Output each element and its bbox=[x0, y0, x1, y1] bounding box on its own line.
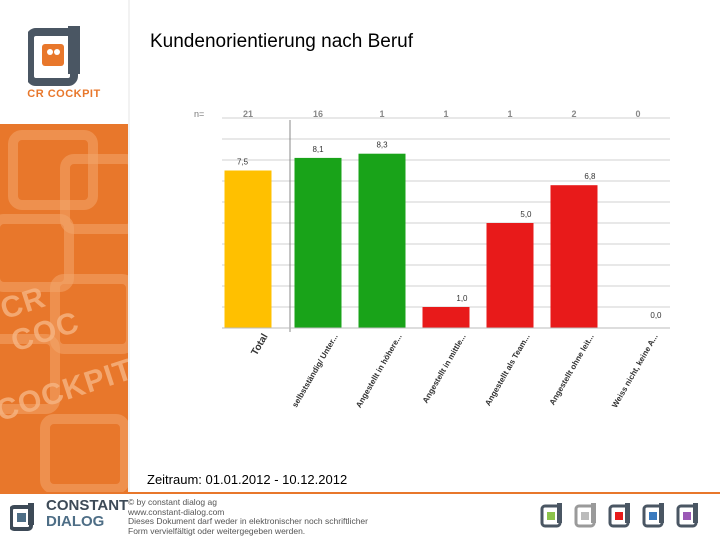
category-label: Total bbox=[249, 332, 270, 358]
footer-line: Form vervielfältigt oder weitergegeben w… bbox=[128, 525, 306, 536]
category-label: Weiss nicht, keine A... bbox=[610, 333, 660, 410]
period-label: Zeitraum: 01.01.2012 - 10.12.2012 bbox=[147, 472, 348, 487]
data-label: 8,3 bbox=[376, 141, 388, 150]
sidebar-divider bbox=[128, 0, 130, 492]
n-value: 1 bbox=[379, 109, 384, 119]
n-value: 1 bbox=[443, 109, 448, 119]
cr-cockpit-logo bbox=[28, 26, 80, 86]
footer-copyright: © by constant dialog ag www.constant-dia… bbox=[128, 497, 368, 536]
footer-product-icons bbox=[540, 502, 704, 530]
bar bbox=[224, 170, 272, 328]
footer: CONSTANT DIALOG © by constant dialog ag … bbox=[0, 492, 720, 542]
n-label: n= bbox=[194, 109, 204, 119]
data-label: 5,0 bbox=[520, 210, 532, 219]
cr-cockpit-icon bbox=[540, 503, 562, 528]
data-label: 1,0 bbox=[456, 294, 468, 303]
data-label: 6,8 bbox=[584, 172, 596, 181]
cr-cockpit-gray-icon bbox=[574, 503, 596, 528]
category-label: Angestellt als Team... bbox=[483, 333, 531, 408]
footer-line: Dieses Dokument darf weder in elektronis… bbox=[128, 516, 368, 526]
data-label: 7,5 bbox=[237, 158, 249, 167]
category-label: Angestellt ohne leit... bbox=[548, 333, 596, 407]
category-label: Angestellt in mittle... bbox=[421, 333, 468, 405]
dialog-research-icon bbox=[676, 503, 698, 528]
dialog-development-icon bbox=[642, 503, 664, 528]
bar bbox=[358, 153, 406, 328]
footer-brand: CONSTANT DIALOG bbox=[46, 498, 128, 530]
bar bbox=[486, 223, 534, 328]
category-label: selbstständig/ Unter... bbox=[290, 333, 339, 410]
valueline-icon bbox=[608, 503, 630, 528]
page-title: Kundenorientierung nach Beruf bbox=[150, 31, 414, 52]
bar bbox=[422, 307, 470, 328]
n-value: 0 bbox=[635, 109, 640, 119]
footer-brand-line1: CONSTANT bbox=[46, 497, 129, 514]
sidebar: CR COCKPIT CR COC COCKPIT bbox=[0, 0, 128, 492]
bar bbox=[294, 157, 342, 328]
bar bbox=[550, 185, 598, 328]
n-value: 1 bbox=[507, 109, 512, 119]
n-value: 16 bbox=[313, 109, 323, 119]
logo-text: CR COCKPIT bbox=[27, 88, 101, 100]
sidebar-decoration: CR COC COCKPIT bbox=[0, 124, 128, 492]
n-value: 21 bbox=[243, 109, 253, 119]
constant-dialog-logo bbox=[10, 503, 34, 531]
footer-brand-line2: DIALOG bbox=[46, 513, 105, 530]
footer-line: © by constant dialog ag bbox=[128, 497, 217, 507]
category-label: Angestellt in höhere... bbox=[354, 333, 404, 410]
footer-line: www.constant-dialog.com bbox=[128, 506, 225, 517]
data-label: 8,1 bbox=[312, 145, 324, 154]
data-label: 0,0 bbox=[650, 311, 662, 320]
n-value: 2 bbox=[571, 109, 576, 119]
